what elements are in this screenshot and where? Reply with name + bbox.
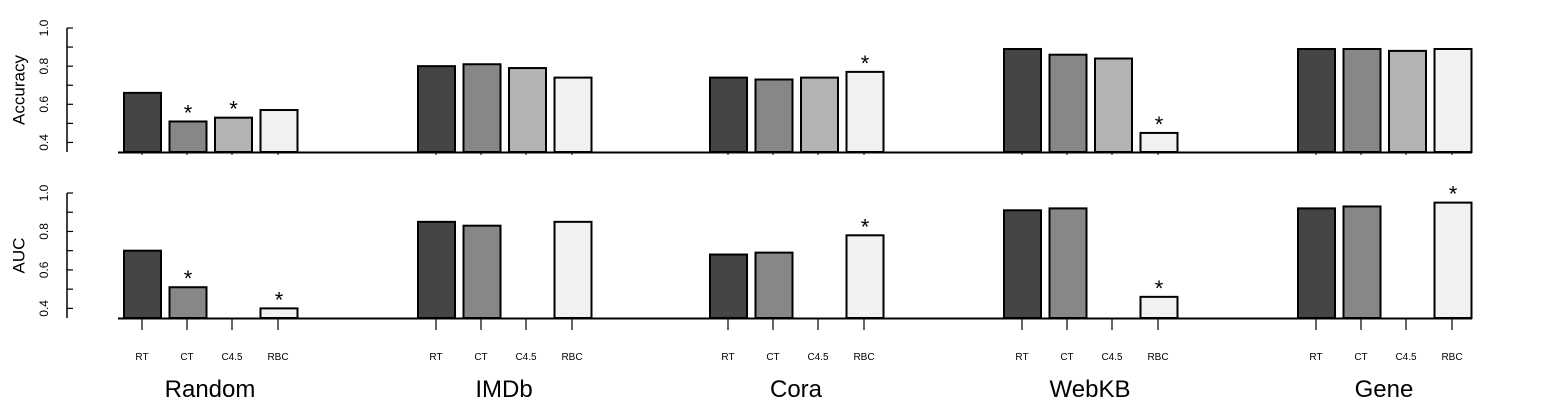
y-tick-label: 0.6: [37, 96, 51, 113]
bar-webkb-c45: [1094, 57, 1133, 153]
x-tick-label: C4.5: [1395, 352, 1417, 363]
bar-imdb-rt: [417, 220, 456, 320]
group-label-gene: Gene: [1355, 376, 1414, 403]
bar-imdb-ct: [462, 63, 502, 153]
bar-imdb-rbc: [553, 76, 593, 153]
bar-gene-c45: [1388, 49, 1427, 153]
bar-cora-ct: [754, 251, 794, 319]
x-tick-label: RT: [135, 352, 148, 363]
x-tick-label: C4.5: [1101, 352, 1123, 363]
bar-gene-rbc: [1433, 201, 1473, 319]
significance-marker: *: [1449, 182, 1458, 207]
bar-cora-rbc: [845, 234, 885, 319]
bar-imdb-ct: [462, 224, 502, 319]
significance-marker: *: [1155, 112, 1164, 137]
x-tick-label: CT: [766, 352, 779, 363]
x-tick-label: RT: [721, 352, 734, 363]
y-tick-label: 0.8: [37, 223, 51, 240]
significance-marker: *: [184, 100, 193, 125]
bar-cora-rt: [709, 253, 748, 320]
bar-cora-c45: [800, 76, 839, 153]
bar-gene-rt: [1297, 47, 1336, 153]
bar-gene-ct: [1342, 205, 1382, 319]
y-axis-title: AUC: [9, 238, 28, 274]
bar-imdb-rbc: [553, 220, 593, 320]
significance-marker: *: [1155, 276, 1164, 301]
x-tick-label: RT: [1309, 352, 1322, 363]
bar-random-rbc: [259, 307, 299, 319]
bar-random-rt: [123, 249, 162, 319]
x-tick-label: C4.5: [221, 352, 243, 363]
bar-random-ct: [168, 286, 208, 320]
x-tick-label: CT: [1060, 352, 1073, 363]
x-tick-label: RBC: [267, 352, 288, 363]
bar-webkb-rt: [1003, 209, 1042, 319]
bar-random-ct: [168, 120, 208, 153]
bar-cora-rbc: [845, 70, 885, 153]
bar-random-rbc: [259, 109, 299, 153]
x-tick-label: RT: [1015, 352, 1028, 363]
bar-gene-ct: [1342, 47, 1382, 153]
bar-random-c45: [214, 116, 253, 153]
significance-marker: *: [861, 214, 870, 239]
x-tick-label: RBC: [1147, 352, 1168, 363]
x-tick-label: RBC: [1441, 352, 1462, 363]
x-tick-label: RT: [429, 352, 442, 363]
bar-cora-rt: [709, 76, 748, 153]
group-label-cora: Cora: [770, 376, 823, 403]
bar-webkb-ct: [1048, 207, 1088, 319]
bar-gene-rt: [1297, 207, 1336, 319]
panel-auc: 0.4 0.6 0.8 1.0 AUC * * * * * RT CT C4.5 RBC Random RT C…: [9, 182, 1473, 403]
bar-imdb-c45: [508, 67, 547, 153]
significance-marker: *: [275, 287, 284, 312]
x-tick-label: RBC: [561, 352, 582, 363]
y-tick-label: 1.0: [37, 184, 51, 201]
bar-webkb-rt: [1003, 47, 1042, 153]
y-axis-title: Accuracy: [9, 55, 28, 125]
x-tick-label: CT: [1354, 352, 1367, 363]
bar-webkb-rbc: [1139, 131, 1179, 154]
y-tick-label: 0.4: [37, 300, 51, 317]
x-tick-label: RBC: [853, 352, 874, 363]
y-tick-label: 0.4: [37, 134, 51, 151]
y-tick-label: 1.0: [37, 19, 51, 36]
significance-marker: *: [184, 266, 193, 291]
significance-marker: *: [861, 51, 870, 76]
group-label-webkb: WebKB: [1050, 376, 1131, 403]
x-tick-label: C4.5: [515, 352, 537, 363]
group-label-random: Random: [165, 376, 256, 403]
bar-gene-rbc: [1433, 47, 1473, 153]
group-label-imdb: IMDb: [475, 376, 532, 403]
significance-marker: *: [229, 97, 238, 122]
bar-imdb-rt: [417, 65, 456, 153]
bar-webkb-ct: [1048, 53, 1088, 153]
x-tick-label: CT: [474, 352, 487, 363]
bar-random-rt: [123, 91, 162, 154]
bar-cora-ct: [754, 78, 794, 153]
bar-webkb-rbc: [1139, 295, 1179, 320]
y-tick-label: 0.8: [37, 57, 51, 74]
x-tick-label: CT: [180, 352, 193, 363]
panel-accuracy: 0.4 0.6 0.8 1.0 Accuracy * * * *: [9, 19, 1473, 155]
x-tick-label: C4.5: [807, 352, 829, 363]
y-tick-label: 0.6: [37, 261, 51, 278]
